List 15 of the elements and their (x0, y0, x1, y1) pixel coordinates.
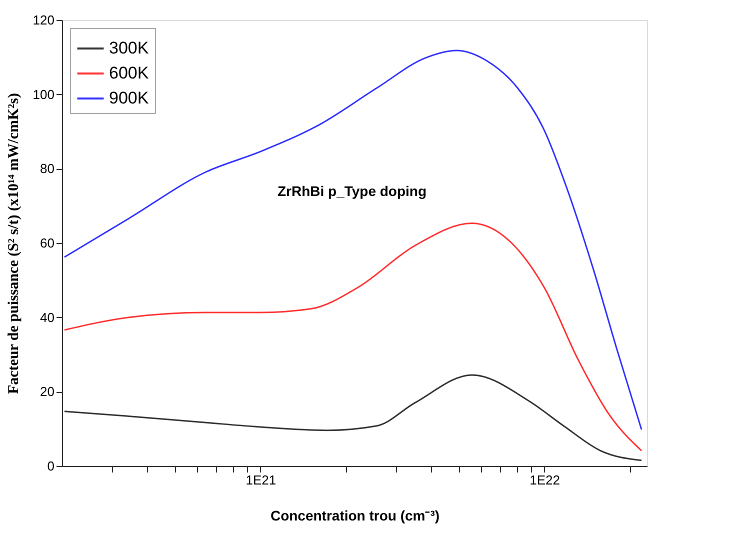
legend-label: 600K (109, 64, 150, 82)
y-axis-title: Facteur de puissance (S² s/t) (x10¹⁴ mW/cmK²s) (6, 92, 22, 394)
legend-label: 900K (109, 88, 150, 108)
y-tick-label: 100 (32, 86, 54, 102)
x-tick-label: 1E22 (530, 472, 560, 488)
y-tick-label: 80 (40, 161, 54, 176)
annotation: ZrRhBi p_Type doping (277, 183, 427, 199)
x-tick-label: 1E21 (246, 472, 276, 488)
y-tick-label: 60 (40, 236, 54, 250)
y-tick-label: 120 (32, 12, 54, 28)
y-tick-label: 40 (40, 310, 54, 325)
legend-label: 300K (109, 38, 150, 58)
y-tick-label: 0 (47, 458, 54, 474)
y-tick-label: 20 (40, 384, 54, 400)
x-axis-title: Concentration trou (cm⁻³) (270, 508, 440, 524)
